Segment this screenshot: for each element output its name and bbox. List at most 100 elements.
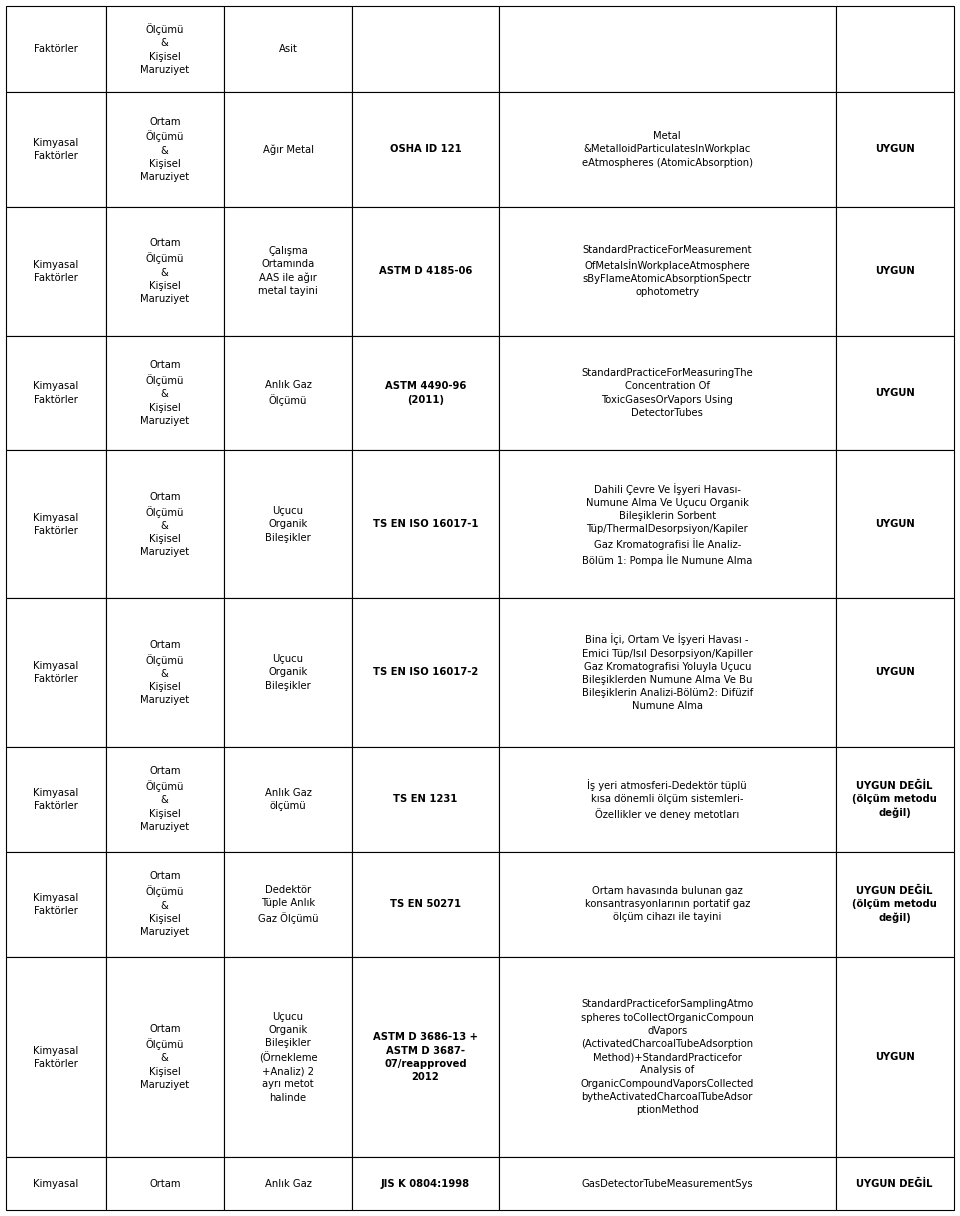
Text: GasDetectorTubeMeasurementSys: GasDetectorTubeMeasurementSys — [582, 1178, 753, 1189]
Bar — [352, 1158, 499, 1210]
Bar — [106, 336, 224, 450]
Text: JIS K 0804:1998: JIS K 0804:1998 — [381, 1178, 470, 1189]
Text: UYGUN DEĞİL
(ölçüm metodu
değil): UYGUN DEĞİL (ölçüm metodu değil) — [852, 885, 937, 923]
Bar — [835, 450, 954, 598]
Bar — [224, 336, 352, 450]
Text: Dahili Çevre Ve İşyeri Havası-
Numune Alma Ve Uçucu Organik
Bileşiklerin Sorbent: Dahili Çevre Ve İşyeri Havası- Numune Al… — [582, 483, 753, 565]
Bar — [499, 207, 835, 336]
Text: Ortam: Ortam — [149, 1178, 180, 1189]
Text: TS EN 50271: TS EN 50271 — [390, 899, 461, 910]
Bar — [499, 747, 835, 851]
Bar — [499, 1158, 835, 1210]
Text: Uçucu
Organik
Bileşikler: Uçucu Organik Bileşikler — [265, 506, 311, 542]
Text: Anlık Gaz
ölçümü: Anlık Gaz ölçümü — [265, 788, 311, 811]
Bar — [106, 207, 224, 336]
Bar — [6, 747, 106, 851]
Bar — [835, 598, 954, 747]
Bar — [6, 1158, 106, 1210]
Bar — [499, 450, 835, 598]
Text: Kimyasal
Faktörler: Kimyasal Faktörler — [34, 893, 79, 916]
Text: Faktörler: Faktörler — [34, 44, 78, 54]
Bar — [835, 957, 954, 1158]
Text: Ortam
Ölçümü
&
Kişisel
Maruziyet: Ortam Ölçümü & Kişisel Maruziyet — [140, 238, 189, 304]
Bar — [499, 851, 835, 957]
Text: UYGUN: UYGUN — [875, 1052, 915, 1062]
Bar — [6, 450, 106, 598]
Text: Kimyasal: Kimyasal — [34, 1178, 79, 1189]
Bar — [352, 450, 499, 598]
Bar — [106, 851, 224, 957]
Text: TS EN ISO 16017-1: TS EN ISO 16017-1 — [372, 519, 478, 529]
Text: UYGUN: UYGUN — [875, 145, 915, 154]
Text: Ortam havasında bulunan gaz
konsantrasyonlarının portatif gaz
ölçüm cihazı ile t: Ortam havasında bulunan gaz konsantrasyo… — [585, 886, 750, 923]
Bar — [106, 957, 224, 1158]
Bar — [6, 207, 106, 336]
Text: Kimyasal
Faktörler: Kimyasal Faktörler — [34, 788, 79, 811]
Bar — [499, 598, 835, 747]
Bar — [106, 598, 224, 747]
Bar — [352, 851, 499, 957]
Text: Ortam
Ölçümü
&
Kişisel
Maruziyet: Ortam Ölçümü & Kişisel Maruziyet — [140, 491, 189, 557]
Text: Anlık Gaz: Anlık Gaz — [265, 1178, 311, 1189]
Text: OSHA ID 121: OSHA ID 121 — [390, 145, 462, 154]
Bar — [499, 92, 835, 207]
Bar — [499, 957, 835, 1158]
Bar — [835, 747, 954, 851]
Text: Bina İçi, Ortam Ve İşyeri Havası -
Emici Tüp/Isıl Desorpsiyon/Kapiller
Gaz Kroma: Bina İçi, Ortam Ve İşyeri Havası - Emici… — [582, 634, 753, 711]
Bar — [224, 957, 352, 1158]
Text: StandardPracticeForMeasuringThe
Concentration Of
ToxicGasesOrVapors Using
Detect: StandardPracticeForMeasuringThe Concentr… — [582, 368, 753, 418]
Bar — [6, 851, 106, 957]
Bar — [224, 747, 352, 851]
Text: Ortam
Ölçümü
&
Kişisel
Maruziyet: Ortam Ölçümü & Kişisel Maruziyet — [140, 766, 189, 832]
Text: Ağır Metal: Ağır Metal — [262, 143, 314, 154]
Bar — [224, 92, 352, 207]
Bar — [352, 92, 499, 207]
Bar — [499, 6, 835, 92]
Bar — [835, 6, 954, 92]
Bar — [106, 450, 224, 598]
Bar — [224, 1158, 352, 1210]
Text: UYGUN DEĞİL
(ölçüm metodu
değil): UYGUN DEĞİL (ölçüm metodu değil) — [852, 781, 937, 817]
Bar — [835, 851, 954, 957]
Text: Kimyasal
Faktörler: Kimyasal Faktörler — [34, 382, 79, 405]
Bar — [835, 92, 954, 207]
Bar — [6, 957, 106, 1158]
Bar — [224, 6, 352, 92]
Text: Kimyasal
Faktörler: Kimyasal Faktörler — [34, 137, 79, 161]
Text: Çalışma
Ortamında
AAS ile ağır
metal tayini: Çalışma Ortamında AAS ile ağır metal tay… — [258, 246, 318, 297]
Text: UYGUN: UYGUN — [875, 388, 915, 398]
Text: Ortam
Ölçümü
&
Kişisel
Maruziyet: Ortam Ölçümü & Kişisel Maruziyet — [140, 1024, 189, 1090]
Text: Kimyasal
Faktörler: Kimyasal Faktörler — [34, 1046, 79, 1069]
Text: Kimyasal
Faktörler: Kimyasal Faktörler — [34, 259, 79, 283]
Text: StandardPracticeforSamplingAtmo
spheres toCollectOrganicCompoun
dVapors
(Activat: StandardPracticeforSamplingAtmo spheres … — [581, 1000, 754, 1115]
Text: StandardPracticeForMeasurement
OfMetalsİnWorkplaceAtmosphere
sByFlameAtomicAbsor: StandardPracticeForMeasurement OfMetalsİ… — [583, 246, 752, 297]
Bar — [835, 336, 954, 450]
Text: ASTM 4490-96
(2011): ASTM 4490-96 (2011) — [385, 382, 467, 405]
Text: UYGUN DEĞİL: UYGUN DEĞİL — [856, 1178, 933, 1189]
Bar — [352, 207, 499, 336]
Text: Ortam
Ölçümü
&
Kişisel
Maruziyet: Ortam Ölçümü & Kişisel Maruziyet — [140, 117, 189, 182]
Bar — [352, 598, 499, 747]
Text: UYGUN: UYGUN — [875, 266, 915, 276]
Text: İş yeri atmosferi-Dedektör tüplü
kısa dönemli ölçüm sistemleri-
Özellikler ve de: İş yeri atmosferi-Dedektör tüplü kısa dö… — [588, 778, 747, 820]
Text: Ortam
Ölçümü
&
Kişisel
Maruziyet: Ortam Ölçümü & Kişisel Maruziyet — [140, 640, 189, 705]
Bar — [6, 6, 106, 92]
Bar — [352, 957, 499, 1158]
Text: Ölçümü
&
Kişisel
Maruziyet: Ölçümü & Kişisel Maruziyet — [140, 23, 189, 74]
Bar — [352, 747, 499, 851]
Bar — [106, 6, 224, 92]
Text: Uçucu
Organik
Bileşikler
(Örnekleme
+Analiz) 2
ayrı metot
halinde: Uçucu Organik Bileşikler (Örnekleme +Ana… — [258, 1012, 318, 1103]
Bar — [224, 450, 352, 598]
Bar — [106, 1158, 224, 1210]
Bar — [352, 6, 499, 92]
Bar — [6, 598, 106, 747]
Bar — [352, 336, 499, 450]
Bar — [835, 1158, 954, 1210]
Text: UYGUN: UYGUN — [875, 668, 915, 677]
Text: Kimyasal
Faktörler: Kimyasal Faktörler — [34, 662, 79, 685]
Text: ASTM D 4185-06: ASTM D 4185-06 — [379, 266, 472, 276]
Text: TS EN ISO 16017-2: TS EN ISO 16017-2 — [372, 668, 478, 677]
Bar — [6, 336, 106, 450]
Bar — [6, 92, 106, 207]
Text: Ortam
Ölçümü
&
Kişisel
Maruziyet: Ortam Ölçümü & Kişisel Maruziyet — [140, 360, 189, 426]
